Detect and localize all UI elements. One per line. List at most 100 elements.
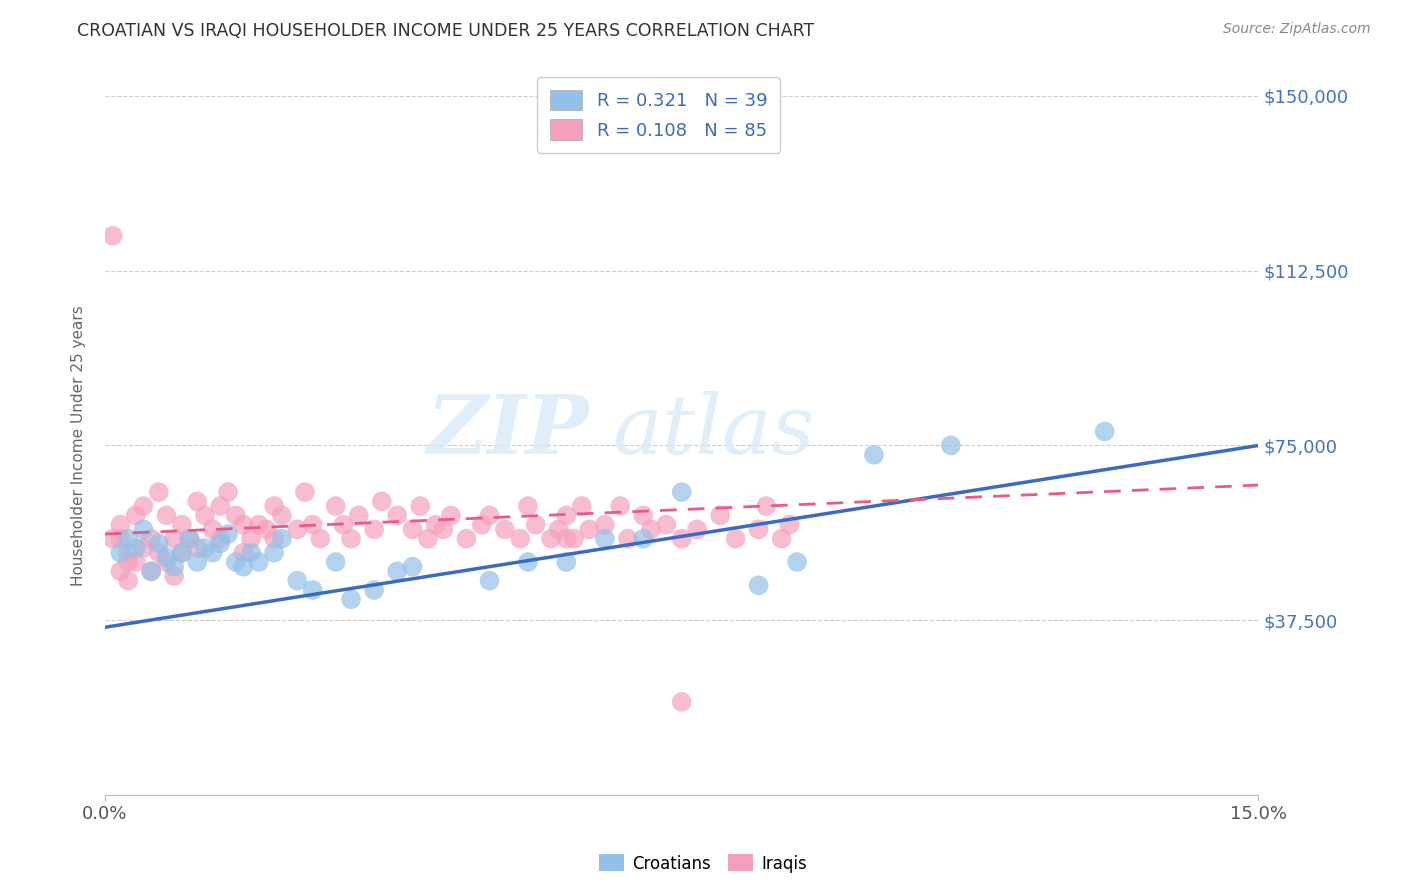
Point (186, 541, 208, 555)
Point (139, 565, 162, 579)
Point (401, 522, 423, 536)
Point (340, 592, 363, 607)
Point (294, 485, 316, 500)
Point (117, 555, 139, 569)
Point (562, 532, 585, 546)
Point (755, 499, 778, 513)
Text: Source: ZipAtlas.com: Source: ZipAtlas.com (1223, 22, 1371, 37)
Point (139, 565, 162, 579)
Point (593, 532, 616, 546)
Point (110, 565, 132, 579)
Point (225, 555, 247, 569)
Point (194, 508, 217, 523)
Point (301, 517, 323, 532)
Point (516, 499, 538, 513)
Point (409, 499, 432, 513)
Point (263, 499, 285, 513)
Point (655, 517, 678, 532)
Point (671, 695, 693, 709)
Point (939, 438, 962, 452)
Point (547, 522, 569, 536)
Point (387, 565, 409, 579)
Point (170, 546, 193, 560)
Point (332, 517, 354, 532)
Text: ZIP: ZIP (427, 392, 589, 472)
Point (139, 532, 162, 546)
Point (240, 532, 263, 546)
Point (247, 517, 270, 532)
Point (101, 532, 124, 546)
Point (524, 517, 547, 532)
Point (117, 532, 139, 546)
Point (232, 546, 254, 560)
Point (285, 522, 308, 536)
Point (401, 559, 423, 574)
Point (440, 508, 463, 523)
Point (786, 555, 808, 569)
Point (209, 536, 232, 550)
Point (163, 569, 186, 583)
Point (232, 559, 254, 574)
Point (363, 582, 385, 597)
Point (555, 508, 578, 523)
Point (148, 546, 170, 560)
Point (179, 532, 201, 546)
Point (270, 532, 292, 546)
Point (263, 546, 285, 560)
Point (155, 508, 177, 523)
Point (387, 508, 409, 523)
Point (240, 546, 263, 560)
Point (770, 532, 793, 546)
Point (110, 517, 132, 532)
Point (186, 494, 208, 508)
Point (778, 517, 800, 532)
Legend: R = 0.321   N = 39, R = 0.108   N = 85: R = 0.321 N = 39, R = 0.108 N = 85 (537, 77, 780, 153)
Point (671, 485, 693, 500)
Point (571, 499, 593, 513)
Point (148, 485, 170, 500)
Point (101, 228, 124, 243)
Point (671, 532, 693, 546)
Point (640, 522, 662, 536)
Text: CROATIAN VS IRAQI HOUSEHOLDER INCOME UNDER 25 YEARS CORRELATION CHART: CROATIAN VS IRAQI HOUSEHOLDER INCOME UND… (77, 22, 814, 40)
Legend: Croatians, Iraqis: Croatians, Iraqis (592, 847, 814, 880)
Point (416, 532, 439, 546)
Point (125, 508, 148, 523)
Point (285, 574, 308, 588)
Point (509, 532, 531, 546)
Point (555, 555, 578, 569)
Point (132, 499, 155, 513)
Point (494, 522, 516, 536)
Point (117, 546, 139, 560)
Point (363, 522, 385, 536)
Point (110, 532, 132, 546)
Point (471, 517, 494, 532)
Point (325, 555, 347, 569)
Point (478, 508, 501, 523)
Point (163, 559, 186, 574)
Point (256, 522, 278, 536)
Point (748, 578, 770, 592)
Y-axis label: Householder Income Under 25 years: Householder Income Under 25 years (72, 305, 86, 586)
Point (325, 499, 347, 513)
Point (155, 555, 177, 569)
Point (540, 532, 562, 546)
Point (478, 574, 501, 588)
Point (555, 532, 578, 546)
Point (263, 532, 285, 546)
Point (686, 522, 709, 536)
Point (170, 517, 193, 532)
Point (201, 522, 224, 536)
Point (516, 555, 538, 569)
Point (201, 546, 224, 560)
Point (593, 517, 616, 532)
Point (186, 555, 208, 569)
Text: atlas: atlas (613, 392, 815, 472)
Point (155, 550, 177, 565)
Point (179, 532, 201, 546)
Point (125, 555, 148, 569)
Point (748, 522, 770, 536)
Point (617, 532, 640, 546)
Point (247, 555, 270, 569)
Point (863, 448, 886, 462)
